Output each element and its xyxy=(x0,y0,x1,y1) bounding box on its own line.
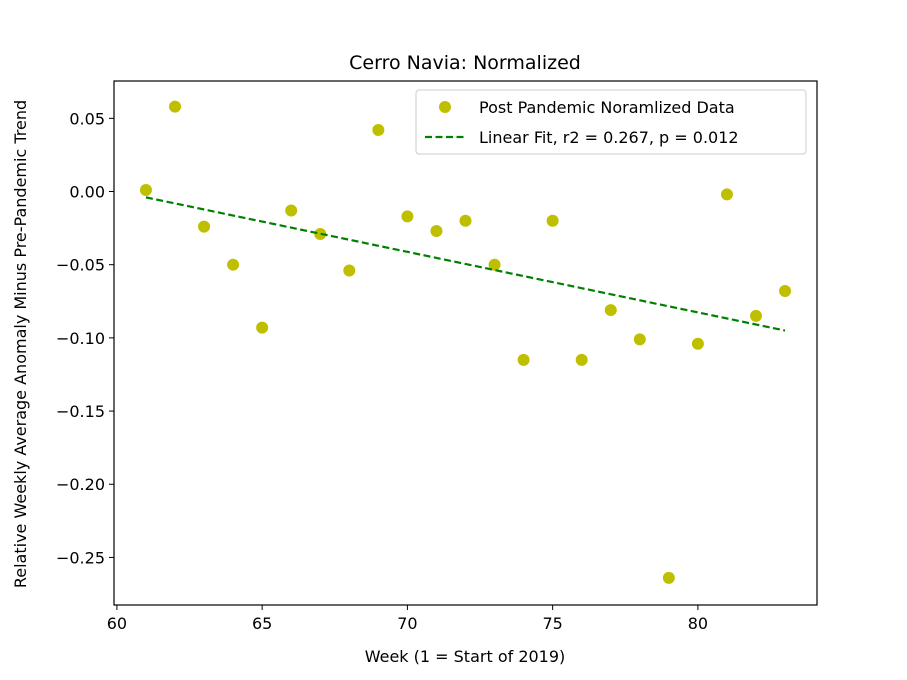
data-point xyxy=(139,184,152,197)
legend-label-fit: Linear Fit, r2 = 0.267, p = 0.012 xyxy=(479,128,739,147)
data-point xyxy=(749,309,762,322)
data-point xyxy=(256,321,269,334)
data-point xyxy=(372,124,385,137)
data-point xyxy=(488,258,501,271)
data-point xyxy=(343,264,356,277)
data-point xyxy=(459,214,472,227)
x-tick-label: 70 xyxy=(397,614,417,633)
fit-line xyxy=(145,196,786,332)
data-point xyxy=(779,285,792,298)
data-point xyxy=(546,214,559,227)
x-tick-label: 65 xyxy=(252,614,272,633)
y-axis-label: Relative Weekly Average Anomaly Minus Pr… xyxy=(11,100,30,588)
data-point xyxy=(604,304,617,317)
legend-box xyxy=(415,89,807,155)
plot-area xyxy=(113,80,818,606)
y-tick-label: −0.20 xyxy=(56,475,105,494)
y-tick-label: −0.05 xyxy=(56,256,105,275)
data-point xyxy=(691,337,704,350)
data-point xyxy=(662,571,675,584)
data-point xyxy=(169,100,182,113)
legend-scatter-marker xyxy=(439,101,451,113)
data-point xyxy=(430,225,443,238)
x-axis: 60 65 70 75 80 xyxy=(107,605,708,633)
legend-label-scatter: Post Pandemic Noramlized Data xyxy=(479,98,735,117)
data-point xyxy=(575,353,588,366)
data-point xyxy=(633,333,646,346)
chart-title: Cerro Navia: Normalized xyxy=(349,52,581,74)
data-point xyxy=(720,188,733,201)
y-tick-label: 0.05 xyxy=(69,109,105,128)
data-point xyxy=(517,353,530,366)
data-point xyxy=(285,204,298,217)
y-axis: 0.05 0.00 −0.05 −0.10 −0.15 −0.20 −0.25 xyxy=(56,109,114,567)
data-point xyxy=(227,258,240,271)
plot-frame xyxy=(113,80,818,606)
x-tick-label: 80 xyxy=(688,614,708,633)
y-tick-label: −0.15 xyxy=(56,402,105,421)
data-point xyxy=(314,227,327,240)
x-tick-label: 75 xyxy=(542,614,562,633)
y-tick-label: −0.25 xyxy=(56,548,105,567)
x-axis-label: Week (1 = Start of 2019) xyxy=(365,647,566,666)
data-point xyxy=(401,210,414,223)
y-tick-label: −0.10 xyxy=(56,329,105,348)
y-tick-label: 0.00 xyxy=(69,183,105,202)
data-point xyxy=(198,220,211,233)
legend: Post Pandemic Noramlized Data Linear Fit,… xyxy=(415,89,807,155)
x-tick-label: 60 xyxy=(107,614,127,633)
